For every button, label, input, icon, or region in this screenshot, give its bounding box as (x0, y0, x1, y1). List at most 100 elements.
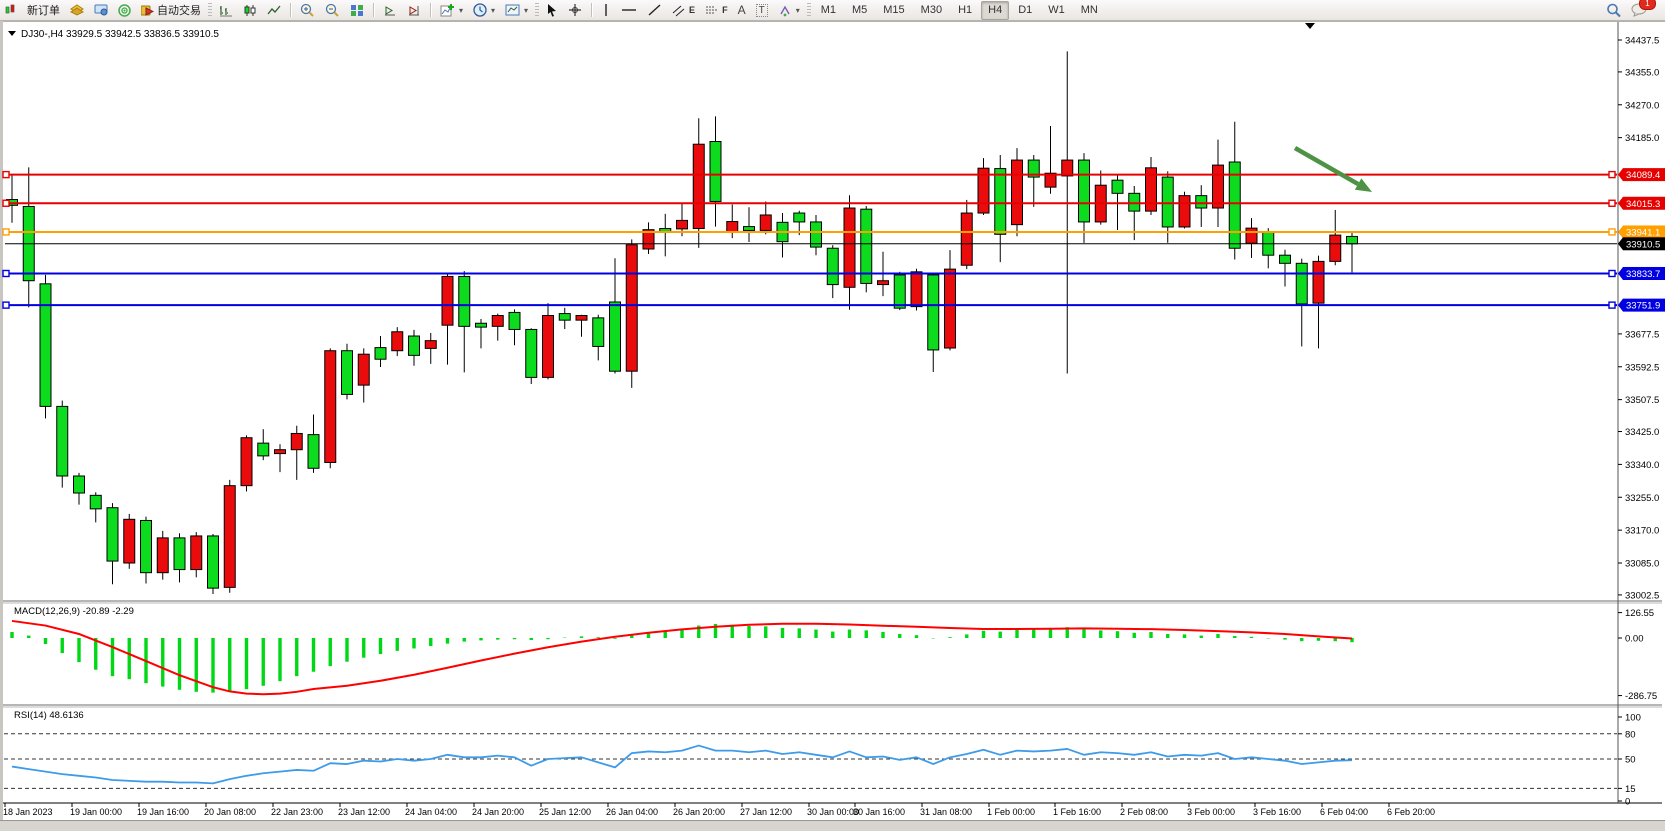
candle-body (408, 335, 420, 356)
price-tick-label: 34270.0 (1625, 100, 1659, 111)
candle-body (123, 518, 136, 564)
price-tick-label: 33425.0 (1625, 427, 1659, 438)
periods-button[interactable]: ▾ (469, 0, 499, 20)
chart-shift-button[interactable] (379, 0, 401, 20)
autoscroll-button[interactable] (403, 0, 425, 20)
toolbar-grip2[interactable] (535, 3, 540, 17)
price-tick-label: 34355.0 (1625, 67, 1659, 78)
candle-body (475, 322, 487, 328)
chart-shift-marker[interactable] (1305, 23, 1315, 29)
new-order-button[interactable]: 新订单 (23, 0, 64, 20)
level-left-anchor[interactable] (2, 199, 10, 207)
zoom-out-button[interactable] (321, 0, 344, 20)
timeframe-m30[interactable]: M30 (920, 3, 943, 16)
timeframe-m5[interactable]: M5 (851, 3, 868, 16)
hline-icon (622, 9, 637, 11)
candle-body (1027, 159, 1040, 178)
candle-body (39, 283, 52, 407)
timeframe-m1[interactable]: M1 (820, 3, 836, 16)
time-tick-label: 26 Jan 20:00 (673, 807, 725, 817)
level-right-anchor[interactable] (1608, 199, 1616, 207)
label-tool-button[interactable]: T (752, 0, 772, 20)
indicators-button[interactable]: ▾ (436, 0, 467, 20)
search-button[interactable] (1602, 0, 1625, 20)
main-toolbar: 新订单 自动交易 ▾ ▾ (0, 0, 1665, 21)
candle-body (257, 442, 270, 457)
candle-body (491, 315, 504, 327)
time-scale[interactable]: 18 Jan 2023 19 Jan 00:00 19 Jan 16:00 20 Ja… (3, 803, 1435, 817)
candle-body (1044, 172, 1057, 188)
hline-tool-button[interactable] (617, 0, 641, 20)
tile-windows-button[interactable] (346, 0, 368, 20)
crosshair-tool-button[interactable] (564, 0, 586, 20)
level-right-anchor[interactable] (1608, 301, 1616, 309)
level-right-anchor[interactable] (1608, 170, 1616, 179)
candle-body (609, 301, 621, 372)
level-right-anchor[interactable] (1608, 269, 1616, 278)
level-right-anchor[interactable] (1608, 228, 1616, 236)
label-tool-letter: T (755, 3, 768, 17)
level-left-anchor[interactable] (2, 269, 10, 278)
chart-header: DJ30-,H4 33929.5 33942.5 33836.5 33910.5 (8, 29, 219, 40)
chart-window-bg (0, 20, 1665, 831)
candle-body (726, 221, 739, 233)
channel-tool-button[interactable]: E (668, 0, 699, 20)
level-label-box (1623, 298, 1665, 312)
fibonacci-tool-button[interactable]: F (701, 0, 732, 20)
candlestick-mode-button[interactable] (239, 0, 261, 20)
rsi-scale-label: 0 (1625, 797, 1630, 808)
candle-body (1212, 164, 1224, 209)
text-tool-button[interactable]: A (734, 0, 750, 20)
search-icon (1607, 3, 1621, 17)
toolbar-grip3[interactable] (806, 3, 811, 17)
terminal-button[interactable] (90, 0, 112, 20)
candle-body (525, 328, 538, 378)
candle-body (592, 317, 605, 347)
zoom-in-button[interactable] (296, 0, 319, 20)
market-watch-button[interactable] (66, 0, 88, 20)
candle-body (692, 143, 705, 230)
signals-button[interactable] (114, 0, 135, 20)
annotation-arrow-head[interactable] (1354, 178, 1372, 192)
candle-body (89, 494, 102, 510)
timeframe-d1[interactable]: D1 (1018, 3, 1033, 16)
candle-body (1228, 161, 1241, 249)
timeframe-h4[interactable]: H4 (981, 0, 1010, 20)
level-left-anchor[interactable] (2, 170, 10, 179)
candle-body (810, 221, 822, 248)
candle-body (960, 212, 973, 266)
autotrade-button[interactable]: 自动交易 (137, 0, 205, 20)
current-price-arrow (1618, 237, 1623, 251)
level-label-arrow (1618, 266, 1623, 280)
level-left-anchor[interactable] (2, 301, 10, 309)
toolbar-grip[interactable] (208, 3, 212, 17)
level-label-arrow (1618, 168, 1623, 182)
candle-body (307, 434, 320, 469)
candle-body (709, 141, 722, 202)
price-tick-label: 33507.5 (1625, 395, 1659, 406)
tile-windows-icon (351, 4, 363, 16)
timeframe-w1[interactable]: W1 (1048, 3, 1065, 16)
arrows-tool-button[interactable]: ▾ (774, 0, 804, 20)
trendline-tool-button[interactable] (643, 0, 666, 20)
candle-body (156, 537, 169, 574)
notifications-button[interactable]: 1 (1627, 0, 1656, 20)
symbol-chart-icon (1, 0, 21, 20)
collapse-triangle-icon[interactable] (8, 31, 16, 36)
rsi-line (11, 744, 1353, 785)
level-left-anchor[interactable] (2, 228, 10, 236)
line-chart-mode-button[interactable] (263, 0, 285, 20)
timeframe-m15[interactable]: M15 (883, 3, 905, 16)
cursor-icon (548, 4, 557, 17)
bar-chart-mode-button[interactable] (215, 0, 237, 20)
timeframe-h1[interactable]: H1 (958, 3, 973, 16)
candle-body (642, 229, 655, 250)
candle-body (558, 313, 571, 321)
timeframe-mn[interactable]: MN (1080, 3, 1098, 16)
vline-tool-button[interactable] (597, 0, 615, 20)
annotation-arrow-line[interactable] (1293, 146, 1360, 187)
price-scale[interactable]: 34437.5 34355.0 34270.0 34185.0 33677.5 33592… (1618, 36, 1659, 602)
templates-button[interactable]: ▾ (501, 0, 532, 20)
cursor-tool-button[interactable] (542, 0, 562, 20)
